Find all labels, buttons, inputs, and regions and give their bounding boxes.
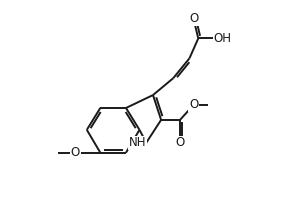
Text: O: O: [175, 136, 185, 149]
Text: O: O: [71, 146, 80, 159]
Text: O: O: [189, 99, 198, 111]
Text: NH: NH: [129, 136, 146, 149]
Text: O: O: [189, 12, 198, 25]
Text: OH: OH: [214, 32, 232, 45]
